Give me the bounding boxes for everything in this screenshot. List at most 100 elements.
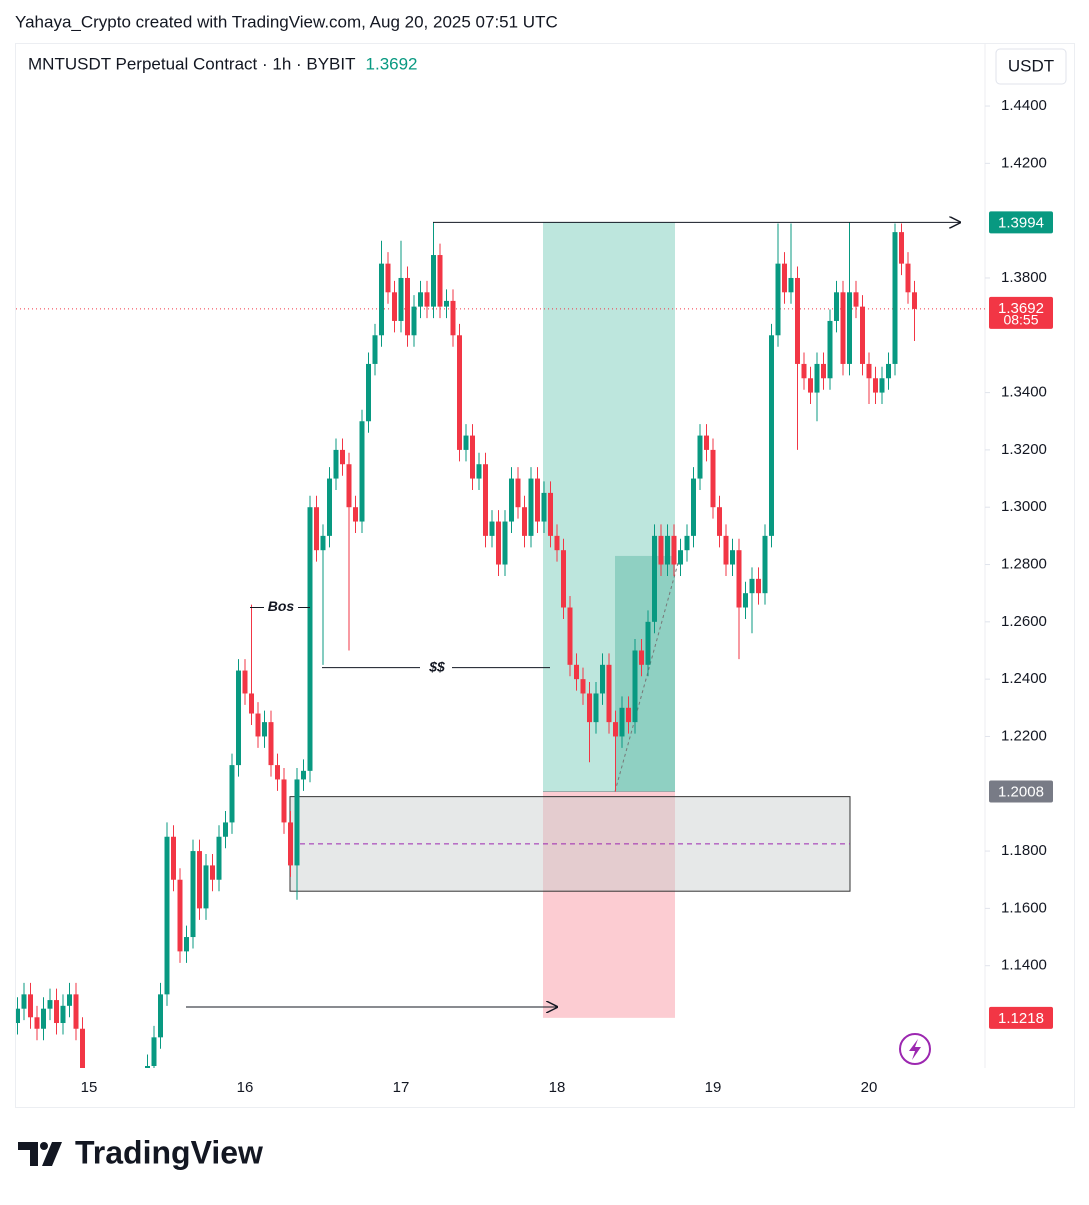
candle-body <box>307 507 313 771</box>
candle-body <box>782 263 787 293</box>
price-marker <box>989 780 1053 803</box>
candle-body <box>431 255 436 307</box>
candle-body <box>795 277 800 364</box>
y-tick-label: 1.2400 <box>1001 670 1047 687</box>
candle-body <box>593 693 599 723</box>
y-tick-label: 1.4400 <box>1001 97 1047 114</box>
candle-body <box>587 693 592 723</box>
y-tick-label: 1.2600 <box>1001 613 1047 630</box>
candle-body <box>905 263 911 293</box>
candle-body <box>541 492 547 522</box>
candle-body <box>41 1008 46 1029</box>
candle-body <box>665 535 670 565</box>
candle-body <box>353 507 358 522</box>
candle-body <box>80 1028 85 1068</box>
y-tick-label: 1.3000 <box>1001 498 1047 515</box>
candle-body <box>645 621 651 665</box>
alert-bolt <box>909 1039 921 1060</box>
candle-body <box>866 363 872 379</box>
y-tick-label: 1.1800 <box>1001 842 1047 859</box>
candle-body <box>411 306 417 336</box>
candle-body <box>424 292 430 307</box>
liquidity-label: $$ <box>428 658 445 674</box>
candle-body <box>873 378 878 393</box>
chart-frame <box>15 43 1075 1108</box>
candle-body <box>47 1000 53 1009</box>
candle-body <box>54 1000 59 1024</box>
unit-box <box>995 48 1067 85</box>
candle-body <box>34 1017 40 1029</box>
candle-body <box>684 535 690 551</box>
candle-body <box>704 435 709 450</box>
candle-body <box>879 378 885 393</box>
candle-body <box>554 535 560 551</box>
candle-body <box>145 1065 150 1068</box>
candle-body <box>229 765 235 823</box>
candle-body <box>392 292 397 321</box>
candle-body <box>301 770 306 780</box>
candle-body <box>860 306 865 364</box>
candle-body <box>678 550 683 565</box>
candle-body <box>899 232 904 264</box>
candle-body <box>853 292 859 307</box>
x-tick-label: 17 <box>393 1079 410 1096</box>
price-marker-label: 1.2008 <box>998 783 1044 800</box>
candle-body <box>184 937 189 952</box>
candle-body <box>457 335 462 450</box>
candle-body <box>723 535 729 565</box>
candle-body <box>834 292 839 321</box>
y-tick-label: 1.3200 <box>1001 441 1047 458</box>
candle-body <box>366 363 371 422</box>
candle-body <box>496 521 501 565</box>
candle-body <box>28 994 33 1018</box>
last-price: 1.3692 <box>366 54 418 73</box>
candle-body <box>769 335 774 536</box>
candle-body <box>249 693 254 714</box>
candle-body <box>658 535 664 565</box>
reached-zone <box>615 555 675 792</box>
stop-zone <box>543 791 675 1018</box>
y-tick-label: 1.2200 <box>1001 727 1047 744</box>
candle-body <box>437 255 443 307</box>
candle-body <box>717 507 722 536</box>
y-tick-label: 1.1400 <box>1001 957 1047 974</box>
candle-body <box>567 607 573 665</box>
candle-body <box>600 664 605 694</box>
candle-body <box>626 707 631 723</box>
candle-body <box>132 1086 137 1100</box>
candle-body <box>743 593 748 608</box>
candle-body <box>840 292 846 364</box>
candle-body <box>171 836 176 880</box>
candle-body <box>197 851 202 909</box>
candle-body <box>450 300 456 336</box>
candle-body <box>268 722 274 766</box>
candle-body <box>463 435 469 450</box>
candle-body <box>288 822 293 866</box>
candle-body <box>801 363 807 379</box>
x-tick-label: 16 <box>237 1079 254 1096</box>
candle-body <box>606 664 612 723</box>
candle-body <box>697 435 703 479</box>
candle-body <box>548 492 553 536</box>
chart-title: MNTUSDT Perpetual Contract · 1h · BYBIT <box>28 54 356 73</box>
candle-body <box>535 478 540 522</box>
candle-body <box>470 435 475 479</box>
candle-body <box>515 478 521 508</box>
candle-body <box>483 464 488 536</box>
candle-body <box>522 507 527 536</box>
candle-body <box>444 300 449 307</box>
candle-body <box>106 1103 111 1114</box>
candle-body <box>892 232 898 364</box>
candle-body <box>749 578 755 594</box>
logo-text: TradingView <box>75 1134 263 1170</box>
price-marker-label: 1.3994 <box>998 214 1044 231</box>
candle-body <box>476 464 482 479</box>
candle-body <box>93 1095 98 1109</box>
candle-body <box>405 277 410 336</box>
candle-body <box>67 994 72 1006</box>
x-tick-label: 18 <box>549 1079 566 1096</box>
candle-body <box>340 449 345 465</box>
candle-body <box>775 263 781 336</box>
candle-body <box>502 521 508 565</box>
